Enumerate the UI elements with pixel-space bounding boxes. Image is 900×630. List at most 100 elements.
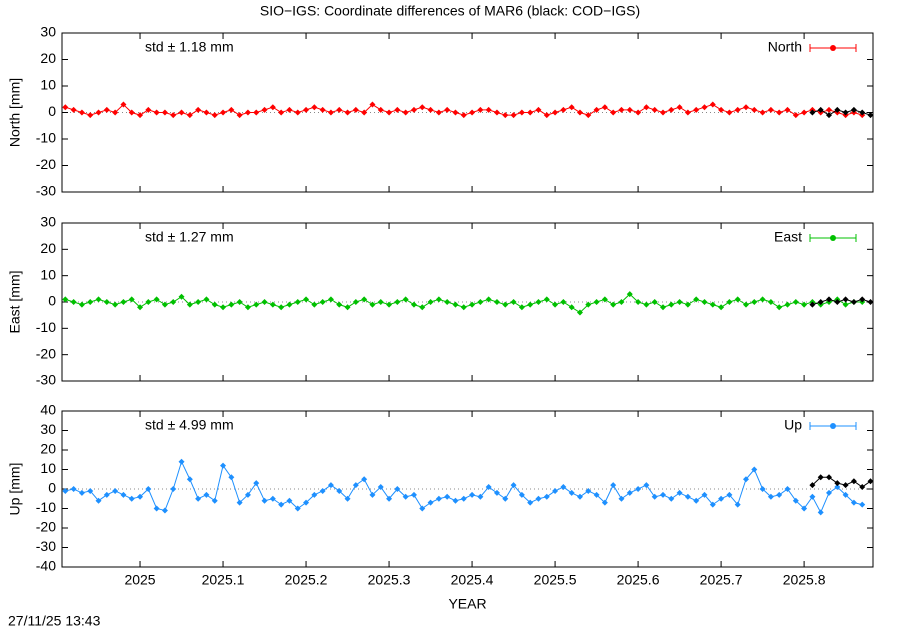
y-tick-label: -10 <box>36 130 56 146</box>
data-point <box>186 476 193 483</box>
data-point <box>269 104 276 111</box>
data-point <box>153 109 160 116</box>
data-point <box>510 112 517 119</box>
data-point <box>128 109 135 116</box>
data-point <box>635 109 642 116</box>
data-point <box>161 301 168 308</box>
x-tick-label: 2025.2 <box>285 572 328 588</box>
data-point <box>784 486 791 492</box>
y-tick-label: -10 <box>36 319 56 335</box>
data-point <box>128 296 135 303</box>
data-point <box>87 299 94 305</box>
data-point <box>311 491 318 498</box>
data-point <box>186 301 193 308</box>
x-tick-label: 2025.6 <box>617 572 660 588</box>
data-point <box>303 106 310 113</box>
data-point <box>145 299 152 305</box>
data-point <box>112 301 119 308</box>
data-point <box>178 293 185 300</box>
data-point <box>493 489 500 496</box>
data-point <box>195 106 202 113</box>
data-point <box>709 301 716 308</box>
data-point <box>394 299 401 305</box>
data-point <box>726 299 733 305</box>
legend-swatch <box>830 45 836 51</box>
data-point <box>826 106 833 113</box>
data-point <box>842 296 849 303</box>
y-tick-label: 10 <box>40 460 56 476</box>
plot-frame <box>61 410 874 568</box>
data-point <box>78 489 85 496</box>
data-point <box>286 301 293 308</box>
data-point <box>228 474 235 481</box>
data-point <box>734 106 741 113</box>
data-point <box>228 106 235 113</box>
data-point <box>386 495 393 502</box>
data-point <box>801 301 808 308</box>
data-point <box>684 109 691 116</box>
data-point <box>601 104 608 111</box>
data-point <box>137 112 144 119</box>
data-point <box>718 304 725 311</box>
data-point <box>195 495 202 502</box>
data-point <box>502 495 509 502</box>
data-point <box>792 497 799 504</box>
data-point <box>668 495 675 502</box>
data-point <box>112 109 119 116</box>
data-point <box>220 109 227 116</box>
data-point <box>817 299 824 305</box>
data-point <box>78 109 85 116</box>
data-point <box>510 482 517 489</box>
data-point <box>643 482 650 489</box>
y-tick-label: -30 <box>36 183 56 199</box>
data-point <box>170 112 177 119</box>
data-point <box>817 509 824 516</box>
data-point <box>792 112 799 119</box>
y-tick-label: -10 <box>36 499 56 515</box>
data-point <box>676 104 683 111</box>
data-point <box>568 104 575 111</box>
data-point <box>726 109 733 116</box>
data-point <box>726 491 733 498</box>
data-point <box>859 484 866 491</box>
data-point <box>684 493 691 500</box>
data-point <box>327 109 334 116</box>
data-point <box>626 489 633 496</box>
data-point <box>718 495 725 502</box>
data-point <box>120 101 127 108</box>
data-point <box>593 106 600 113</box>
data-point <box>585 301 592 308</box>
std-annotation: std ± 4.99 mm <box>145 417 234 433</box>
data-point <box>244 491 251 498</box>
data-point <box>767 106 774 113</box>
data-point <box>460 304 467 311</box>
data-point <box>477 299 484 305</box>
data-point <box>103 491 110 498</box>
data-point <box>278 109 285 116</box>
data-point <box>560 484 567 491</box>
y-tick-label: 40 <box>40 402 56 418</box>
data-point <box>469 301 476 308</box>
data-point <box>776 491 783 498</box>
data-point <box>709 101 716 108</box>
data-point <box>693 296 700 303</box>
data-point <box>294 299 301 305</box>
data-point <box>618 299 625 305</box>
data-point <box>859 109 866 116</box>
data-point <box>502 301 509 308</box>
data-point <box>576 493 583 500</box>
data-point <box>103 299 110 305</box>
data-point <box>261 299 268 305</box>
data-point <box>784 106 791 113</box>
data-point <box>78 301 85 308</box>
data-point <box>867 112 874 119</box>
data-point <box>809 301 816 308</box>
data-point <box>386 301 393 308</box>
legend-label: North <box>768 39 802 55</box>
data-point <box>361 109 368 116</box>
data-point <box>319 299 326 305</box>
data-point <box>87 112 94 119</box>
data-point <box>610 482 617 489</box>
data-point <box>211 301 218 308</box>
data-point <box>203 296 210 303</box>
